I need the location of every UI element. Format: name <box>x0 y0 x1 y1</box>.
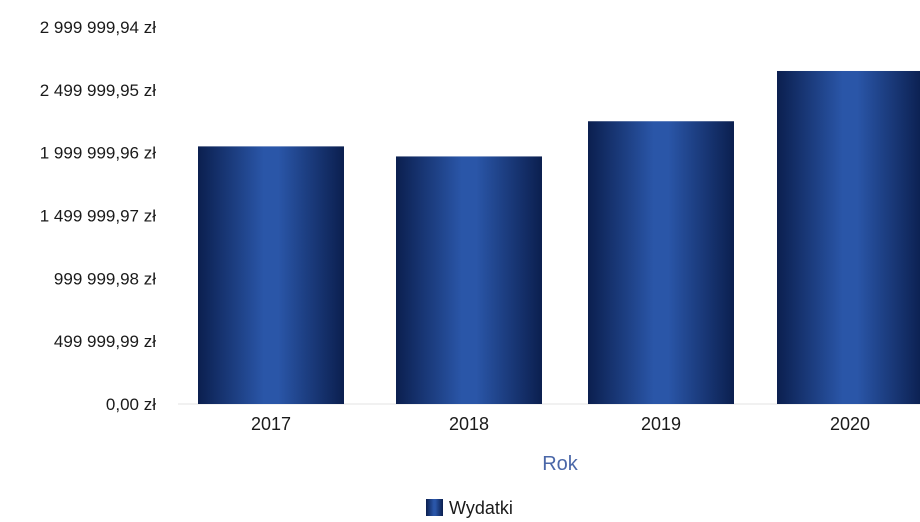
y-tick-label: 999 999,98 zł <box>54 269 156 288</box>
x-tick-label: 2020 <box>830 414 870 434</box>
bars <box>198 70 920 404</box>
y-axis-ticks: 0,00 zł 499 999,99 zł 999 999,98 zł 1 499 9… <box>40 18 156 414</box>
bar-2017 <box>198 146 344 404</box>
x-axis-ticks: 2017 2018 2019 2020 <box>251 414 870 434</box>
x-tick-label: 2019 <box>641 414 681 434</box>
y-tick-label: 1 499 999,97 zł <box>40 207 156 226</box>
bar-2019 <box>588 121 734 404</box>
x-tick-label: 2017 <box>251 414 291 434</box>
y-tick-label: 0,00 zł <box>106 395 156 414</box>
legend-label: Wydatki <box>449 498 513 518</box>
x-axis-label: Rok <box>542 453 579 475</box>
bar-2018 <box>396 156 542 404</box>
legend-swatch <box>426 499 443 516</box>
legend: Wydatki <box>426 498 513 518</box>
y-tick-label: 1 999 999,96 zł <box>40 144 156 163</box>
x-tick-label: 2018 <box>449 414 489 434</box>
y-tick-label: 2 499 999,95 zł <box>40 81 156 100</box>
y-tick-label: 499 999,99 zł <box>54 332 156 351</box>
y-tick-label: 2 999 999,94 zł <box>40 18 156 37</box>
bar-2020 <box>777 70 920 404</box>
